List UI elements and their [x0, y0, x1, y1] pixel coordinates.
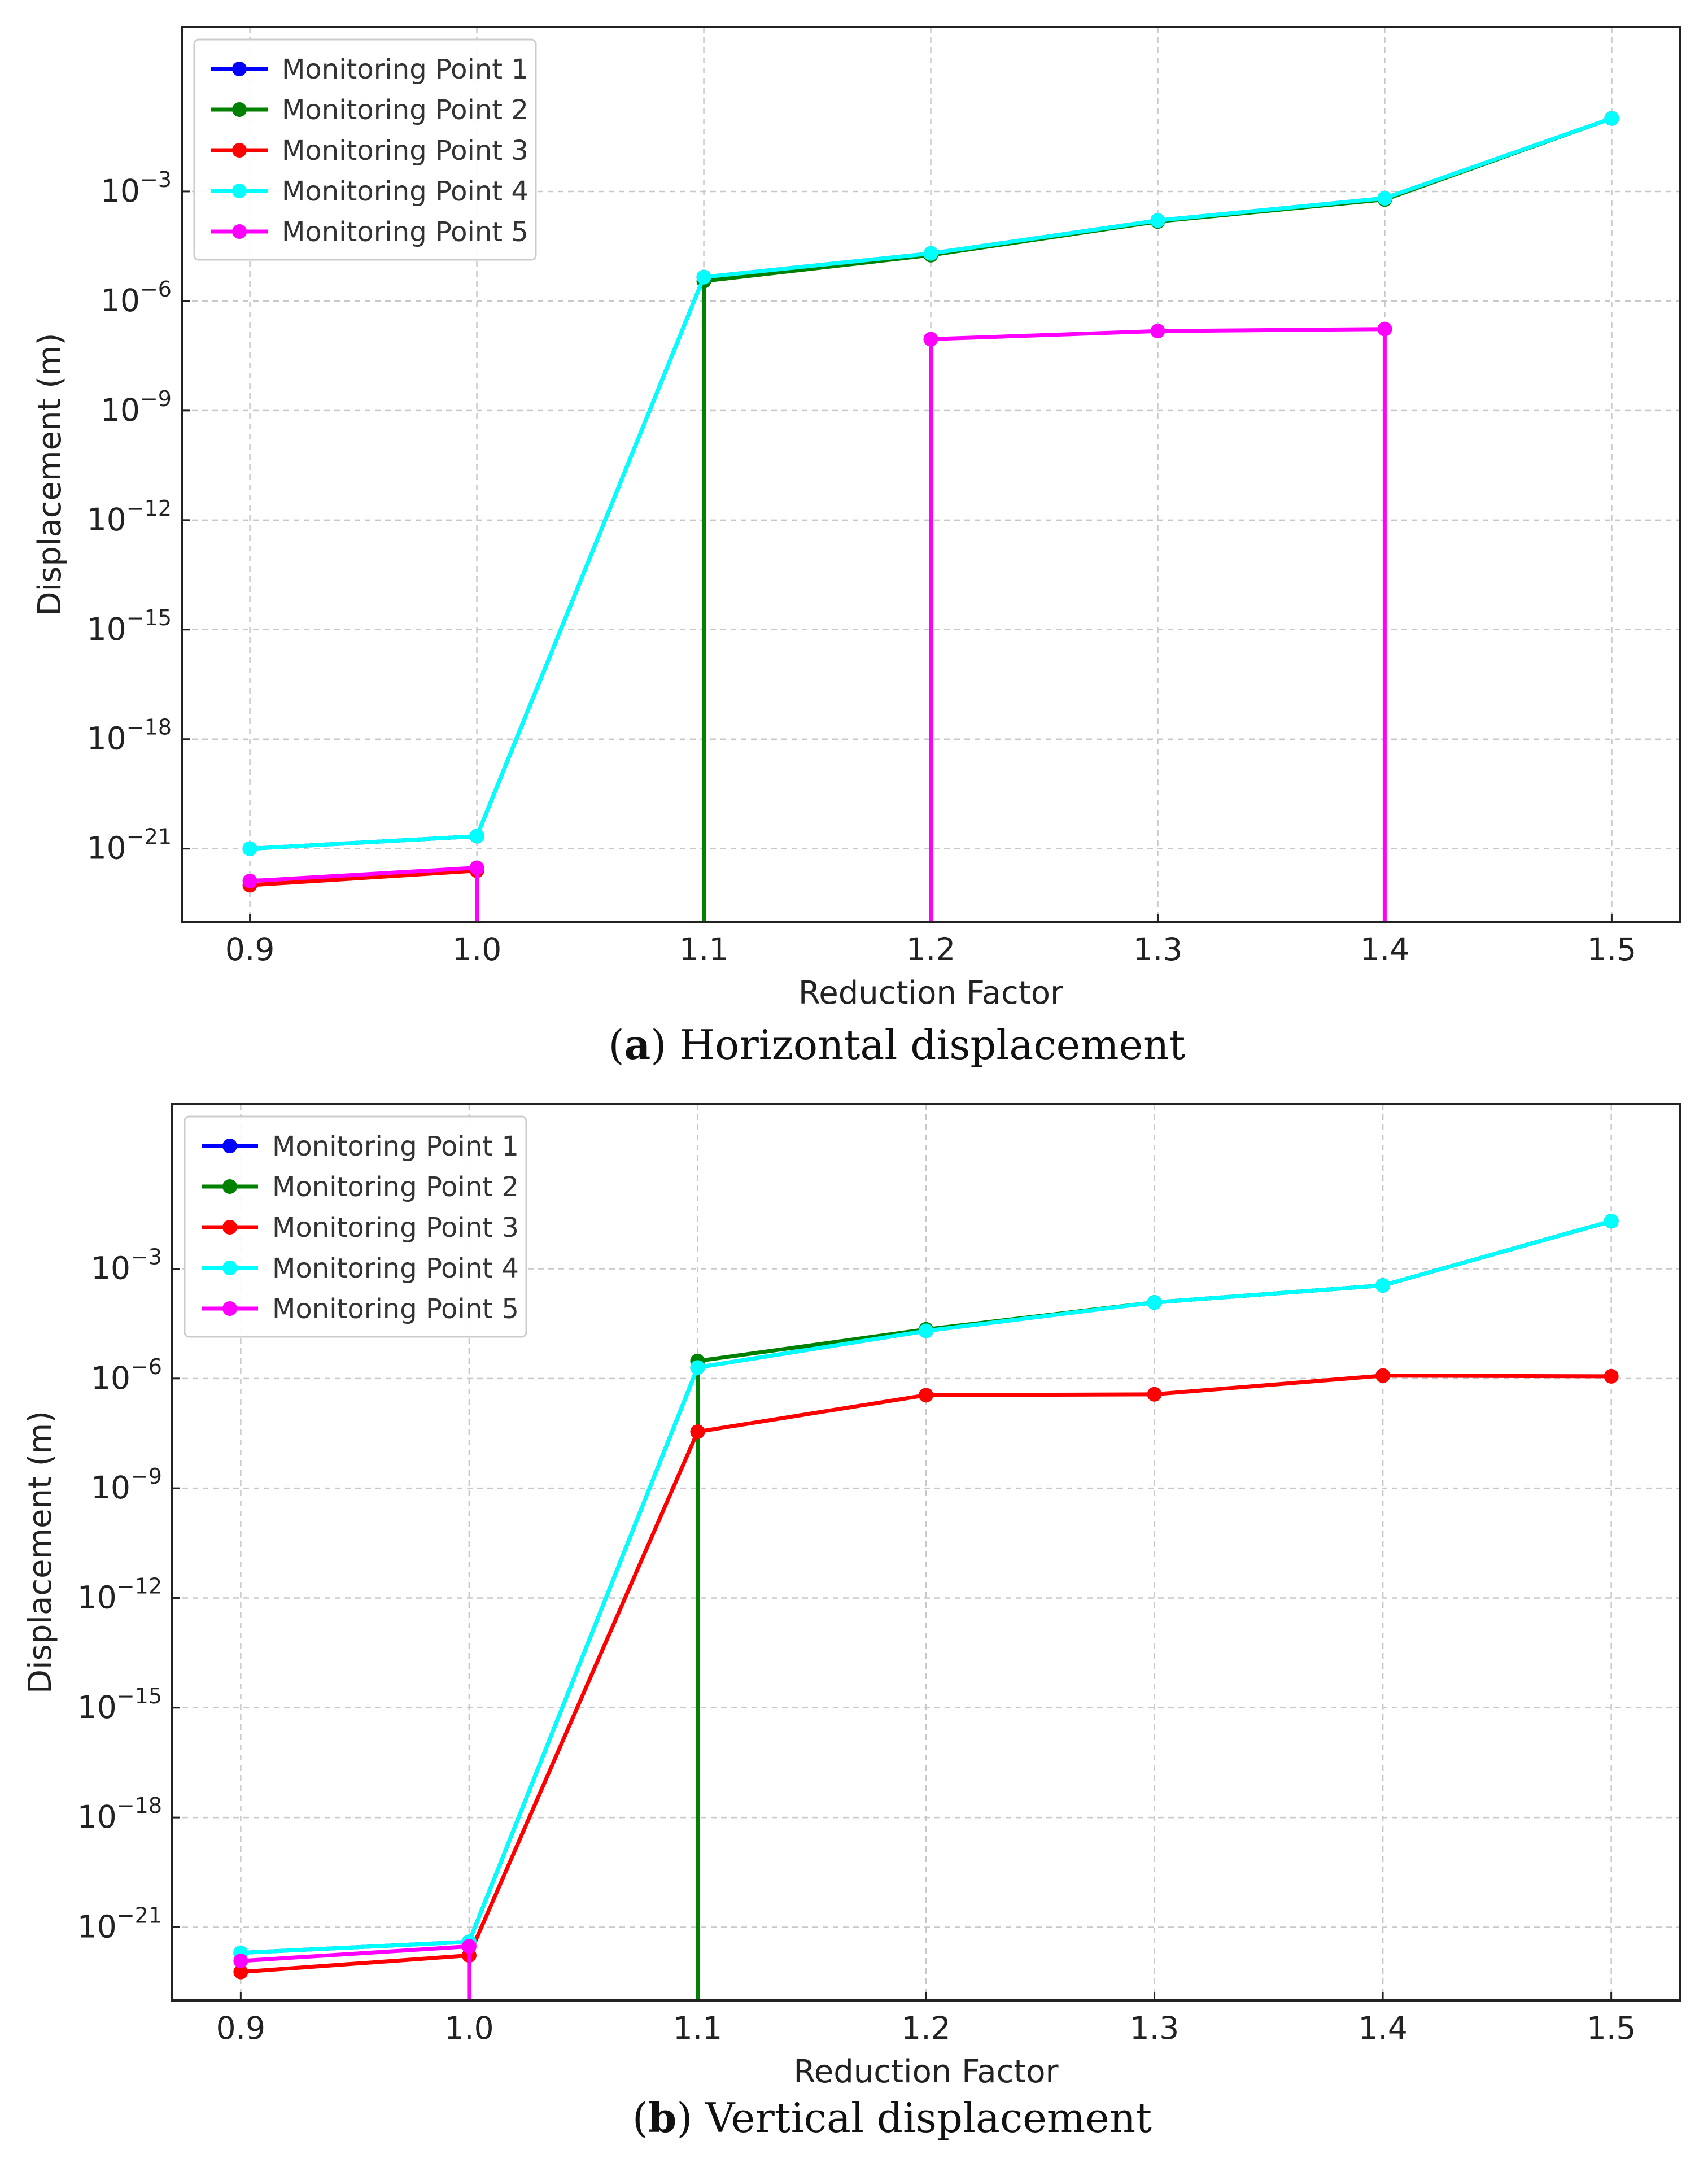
legend-box: [193, 38, 537, 261]
x-tick-label: 1.4: [1358, 2010, 1407, 2046]
data-point: [233, 1954, 248, 1969]
data-point: [1375, 1278, 1391, 1293]
y-tick-label: 10−6: [91, 1354, 162, 1396]
series-line-3: [250, 869, 479, 922]
x-axis-label: Reduction Factor: [793, 2053, 1059, 2090]
x-tick-label: 0.9: [216, 2010, 265, 2046]
x-tick-label: 1.4: [1360, 931, 1409, 967]
data-point: [1150, 213, 1165, 228]
panel-caption: (b) Vertical displacement: [632, 2094, 1152, 2142]
y-tick-label: 10−12: [77, 1573, 162, 1615]
legend-marker: [222, 1179, 237, 1194]
legend-marker: [232, 143, 247, 158]
legend-label: Monitoring Point 3: [272, 1212, 519, 1244]
data-point: [690, 1424, 705, 1440]
x-tick-label: 1.0: [452, 931, 501, 967]
y-tick-label: 10−18: [77, 1793, 162, 1835]
data-point: [1377, 321, 1392, 337]
legend-marker: [222, 1261, 237, 1275]
axes-frame: [181, 26, 1681, 923]
data-point: [1604, 1214, 1619, 1229]
y-tick-label: 10−21: [87, 825, 172, 866]
y-tick-label: 10−15: [87, 605, 172, 647]
legend-label: Monitoring Point 5: [282, 216, 528, 248]
y-tick-label: 10−12: [87, 496, 172, 538]
y-tick-label: 10−21: [77, 1903, 162, 1944]
legend-label: Monitoring Point 1: [272, 1131, 519, 1162]
data-point: [1147, 1387, 1162, 1402]
x-tick-label: 1.1: [673, 2010, 722, 2046]
legend-label: Monitoring Point 2: [282, 94, 528, 126]
y-tick-label: 10−15: [77, 1684, 162, 1725]
legend-marker: [232, 224, 247, 239]
legend-label: Monitoring Point 1: [282, 54, 528, 85]
data-point: [919, 1323, 933, 1338]
data-point: [461, 1939, 477, 1954]
data-point: [690, 1360, 705, 1375]
y-tick-label: 10−3: [91, 1244, 162, 1286]
x-tick-label: 0.9: [225, 931, 274, 967]
data-point: [242, 841, 257, 856]
y-tick-label: 10−9: [91, 1464, 162, 1506]
chart-panel-1: 0.9 1.0 1.1 1.2 1.3 1.4 1.5 10−21 10−18 10−15 10−1…: [32, 26, 1681, 1069]
data-point: [242, 873, 257, 888]
legend-marker: [222, 1220, 237, 1235]
data-point: [919, 1388, 933, 1403]
series-line-5: [250, 327, 1387, 922]
axes-frame: [171, 1103, 1681, 2002]
x-tick-label: 1.3: [1133, 931, 1182, 967]
x-tick-label: 1.1: [679, 931, 728, 967]
x-tick-label: 1.5: [1587, 2010, 1636, 2046]
legend-label: Monitoring Point 5: [272, 1293, 519, 1325]
legend-label: Monitoring Point 4: [272, 1253, 519, 1284]
data-point: [923, 332, 938, 347]
x-tick-label: 1.5: [1587, 931, 1636, 967]
y-axis-label: Displacement (m): [22, 1411, 59, 1694]
data-point: [923, 246, 938, 261]
legend-marker: [222, 1139, 237, 1153]
data-point: [1377, 191, 1392, 206]
data-point: [1604, 111, 1619, 126]
x-axis-label: Reduction Factor: [798, 975, 1064, 1011]
legend-marker: [222, 1301, 237, 1316]
data-point: [1604, 1368, 1619, 1384]
panel-caption: (a) Horizontal displacement: [609, 1021, 1186, 1069]
legend-marker: [232, 184, 247, 198]
x-tick-label: 1.2: [901, 2010, 950, 2046]
x-tick-label: 1.2: [906, 931, 955, 967]
x-tick-label: 1.0: [444, 2010, 493, 2046]
data-point: [1375, 1368, 1391, 1383]
legend-marker: [232, 62, 247, 76]
legend-label: Monitoring Point 2: [272, 1171, 519, 1203]
legend-marker: [232, 102, 247, 117]
data-point: [233, 1964, 248, 1980]
y-tick-label: 10−9: [101, 386, 172, 428]
plot-area: [242, 111, 1619, 922]
legend-label: Monitoring Point 4: [282, 176, 528, 207]
legend-label: Monitoring Point 3: [282, 135, 528, 167]
y-tick-label: 10−18: [87, 715, 172, 757]
y-tick-label: 10−3: [101, 167, 172, 209]
x-tick-label: 1.3: [1130, 2010, 1179, 2046]
data-point: [1147, 1295, 1162, 1310]
data-point: [469, 860, 484, 875]
plot-area: [233, 1214, 1619, 2000]
y-tick-label: 10−6: [101, 277, 172, 319]
legend-box: [184, 1115, 527, 1338]
chart-panel-2: 0.9 1.0 1.1 1.2 1.3 1.4 1.5 10−21 10−18 10−15 10−1…: [22, 1103, 1681, 2142]
data-point: [469, 829, 484, 844]
data-point: [696, 269, 711, 285]
data-point: [1150, 324, 1165, 339]
y-axis-label: Displacement (m): [32, 333, 68, 616]
